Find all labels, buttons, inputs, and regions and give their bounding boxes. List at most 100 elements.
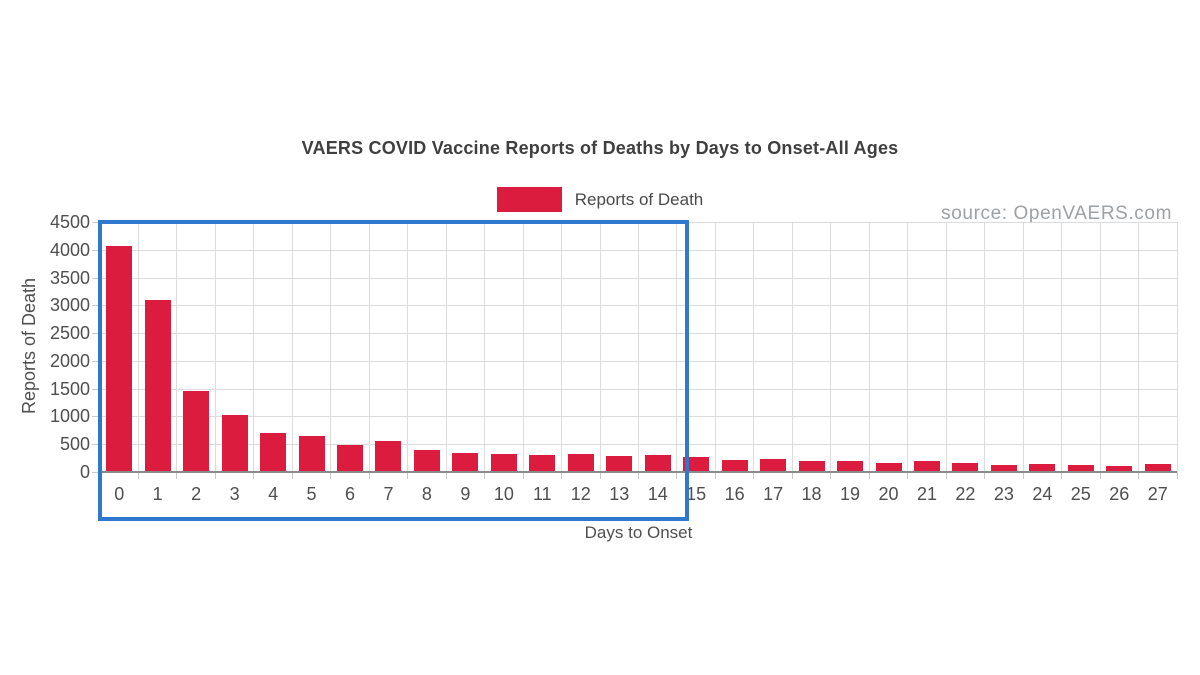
bar-day-10 bbox=[490, 453, 517, 472]
x-tick-label: 9 bbox=[460, 484, 471, 504]
y-tick-mark bbox=[92, 305, 100, 307]
y-tick-mark bbox=[92, 472, 100, 473]
gridline-vertical bbox=[907, 222, 909, 472]
bar-day-6 bbox=[337, 444, 364, 472]
y-tick-label: 0 bbox=[79, 462, 90, 482]
bar-day-26 bbox=[1106, 465, 1133, 472]
gridline-vertical bbox=[214, 222, 216, 472]
x-tick-mark bbox=[291, 472, 293, 479]
bar-day-7 bbox=[375, 441, 402, 472]
bar-day-21 bbox=[913, 460, 940, 472]
x-axis-title: Days to Onset bbox=[584, 523, 693, 542]
y-tick-mark bbox=[92, 277, 100, 279]
x-tick-mark bbox=[484, 472, 486, 479]
legend: Reports of Death bbox=[0, 187, 1200, 212]
x-tick-mark bbox=[176, 472, 178, 479]
x-tick-mark bbox=[214, 472, 216, 479]
gridline-vertical bbox=[561, 222, 563, 472]
bar-day-16 bbox=[721, 459, 748, 472]
gridline-vertical bbox=[1061, 222, 1063, 472]
gridline-vertical bbox=[1022, 222, 1024, 472]
y-tick-mark bbox=[92, 222, 100, 223]
y-tick-mark bbox=[92, 249, 100, 251]
x-tick-mark bbox=[791, 472, 793, 479]
x-tick-mark bbox=[407, 472, 409, 479]
y-tick-label: 2000 bbox=[49, 350, 90, 371]
y-tick-mark bbox=[92, 360, 100, 362]
bar-day-23 bbox=[990, 464, 1017, 472]
x-tick-label: 17 bbox=[763, 484, 784, 504]
x-tick-label: 13 bbox=[609, 484, 630, 504]
gridline-vertical bbox=[753, 222, 755, 472]
legend-swatch bbox=[496, 187, 562, 212]
x-tick-mark bbox=[99, 472, 101, 479]
y-tick-mark bbox=[92, 416, 100, 418]
x-tick-label: 0 bbox=[114, 484, 125, 504]
bar-day-4 bbox=[260, 432, 287, 472]
gridline-vertical bbox=[638, 222, 639, 472]
y-tick-label: 4500 bbox=[49, 212, 90, 232]
x-tick-mark bbox=[599, 472, 601, 479]
x-tick-label: 19 bbox=[840, 484, 861, 504]
x-tick-mark bbox=[522, 472, 524, 479]
y-tick-mark bbox=[92, 388, 100, 390]
gridline-vertical bbox=[253, 222, 255, 472]
x-tick-mark bbox=[1061, 472, 1063, 479]
x-tick-label: 18 bbox=[801, 484, 822, 504]
x-tick-mark bbox=[1022, 472, 1024, 479]
gridline-vertical bbox=[830, 222, 832, 472]
x-tick-mark bbox=[638, 472, 639, 479]
bar-day-9 bbox=[452, 452, 479, 472]
x-tick-mark bbox=[753, 472, 755, 479]
bar-day-22 bbox=[952, 462, 979, 472]
x-tick-label: 23 bbox=[993, 484, 1014, 504]
gridline-vertical bbox=[1099, 222, 1101, 472]
bar-day-5 bbox=[298, 436, 325, 472]
x-tick-label: 7 bbox=[383, 484, 394, 504]
x-tick-mark bbox=[830, 472, 832, 479]
x-tick-mark bbox=[1176, 472, 1178, 479]
x-tick-label: 22 bbox=[955, 484, 976, 504]
gridline-vertical bbox=[984, 222, 986, 472]
x-tick-label: 21 bbox=[916, 484, 937, 504]
x-tick-label: 6 bbox=[345, 484, 356, 504]
x-tick-label: 10 bbox=[493, 484, 514, 504]
gridline-vertical bbox=[445, 222, 447, 472]
plot-area bbox=[100, 222, 1178, 473]
x-tick-mark bbox=[714, 472, 716, 479]
bar-day-12 bbox=[567, 454, 594, 472]
x-tick-label: 25 bbox=[1070, 484, 1091, 504]
x-tick-label: 3 bbox=[229, 484, 240, 504]
bar-day-15 bbox=[683, 457, 710, 472]
y-tick-label: 3500 bbox=[49, 267, 90, 288]
bar-day-1 bbox=[144, 300, 171, 472]
x-tick-label: 26 bbox=[1109, 484, 1130, 504]
x-tick-label: 27 bbox=[1147, 484, 1168, 504]
x-tick-mark bbox=[945, 472, 947, 479]
x-tick-mark bbox=[984, 472, 986, 479]
x-tick-mark bbox=[676, 472, 678, 479]
bar-day-17 bbox=[760, 459, 787, 472]
y-tick-label: 3000 bbox=[49, 295, 90, 316]
bar-day-0 bbox=[106, 246, 133, 472]
x-tick-label: 1 bbox=[152, 484, 163, 504]
source-attribution: source: OpenVAERS.com bbox=[941, 203, 1172, 224]
bar-day-2 bbox=[183, 390, 210, 472]
x-axis-line bbox=[100, 471, 1177, 473]
legend-label: Reports of Death bbox=[574, 189, 704, 209]
gridline-vertical bbox=[714, 222, 716, 472]
x-tick-label: 11 bbox=[532, 484, 552, 504]
x-tick-mark bbox=[368, 472, 370, 479]
x-tick-label: 20 bbox=[878, 484, 899, 504]
gridline-vertical bbox=[291, 222, 293, 472]
bar-day-3 bbox=[221, 414, 248, 472]
gridline-vertical bbox=[868, 222, 870, 472]
x-tick-label: 24 bbox=[1032, 484, 1053, 504]
gridline-vertical bbox=[137, 222, 139, 472]
y-tick-label: 500 bbox=[59, 434, 90, 455]
x-tick-label: 2 bbox=[191, 484, 202, 504]
gridline-vertical bbox=[176, 222, 178, 472]
y-tick-mark bbox=[92, 333, 100, 335]
bar-day-19 bbox=[837, 460, 864, 472]
